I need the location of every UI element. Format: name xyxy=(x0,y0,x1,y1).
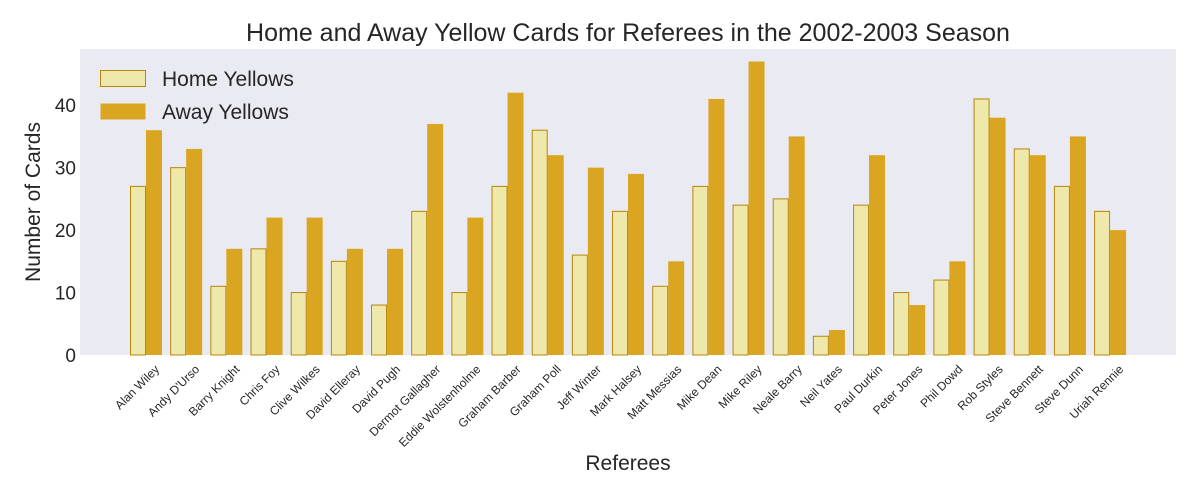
home-yellows-bar xyxy=(290,292,307,356)
away-yellows-bar xyxy=(587,167,604,355)
away-yellows-bar xyxy=(146,130,162,355)
away-yellows-bar xyxy=(1069,136,1086,355)
home-yellows-bar xyxy=(1094,210,1111,356)
away-yellows-bar xyxy=(427,123,444,355)
legend-label-away: Away Yellows xyxy=(162,101,289,124)
home-yellows-bar xyxy=(531,129,548,356)
home-yellows-bar xyxy=(451,292,468,356)
away-yellows-bar xyxy=(226,248,243,355)
away-yellows-bar xyxy=(1110,230,1127,355)
home-yellows-bar xyxy=(411,210,428,356)
away-yellows-bar xyxy=(346,248,363,355)
away-yellows-bar xyxy=(909,305,926,355)
home-yellows-bar xyxy=(692,185,709,356)
chart-title: Home and Away Yellow Cards for Referees … xyxy=(246,19,1010,47)
away-yellows-bar xyxy=(1029,155,1046,355)
home-yellows-bar xyxy=(371,304,388,356)
home-yellows-bar xyxy=(1013,148,1030,356)
legend-swatch-home xyxy=(100,70,146,87)
away-yellows-bar xyxy=(306,217,323,355)
home-yellows-bar xyxy=(652,285,669,356)
home-yellows-bar xyxy=(732,204,749,356)
home-yellows-bar xyxy=(571,254,588,356)
home-yellows-bar xyxy=(812,335,829,356)
away-yellows-bar xyxy=(869,155,886,355)
away-yellows-bar xyxy=(507,92,524,355)
home-yellows-bar xyxy=(973,98,990,356)
away-yellows-bar xyxy=(949,261,966,355)
away-yellows-bar xyxy=(668,261,685,355)
y-tick-label: 30 xyxy=(55,159,76,180)
away-yellows-bar xyxy=(467,217,484,355)
home-yellows-bar xyxy=(772,198,789,356)
legend: Home Yellows Away Yellows xyxy=(100,68,294,124)
home-yellows-bar xyxy=(853,204,870,356)
home-yellows-bar xyxy=(210,285,227,356)
away-yellows-bar xyxy=(989,117,1006,355)
home-yellows-bar xyxy=(491,185,508,356)
y-axis-ticks: 0 10 20 30 40 xyxy=(55,96,76,367)
away-yellows-bar xyxy=(387,248,404,355)
home-yellows-bar xyxy=(250,248,267,356)
away-yellows-bar xyxy=(547,155,564,355)
y-tick-label: 10 xyxy=(55,284,76,305)
legend-swatch-away xyxy=(100,103,146,120)
home-yellows-bar xyxy=(612,210,629,356)
home-yellows-bar xyxy=(893,292,910,356)
away-yellows-bar xyxy=(748,61,765,355)
y-tick-label: 20 xyxy=(55,221,76,242)
y-tick-label: 0 xyxy=(65,346,76,367)
away-yellows-bar xyxy=(708,98,725,356)
bars xyxy=(130,61,1127,356)
home-yellows-bar xyxy=(130,185,146,356)
away-yellows-bar xyxy=(266,217,283,355)
away-yellows-bar xyxy=(186,148,203,355)
x-axis-label: Referees xyxy=(585,452,670,475)
away-yellows-bar xyxy=(828,330,845,355)
away-yellows-bar xyxy=(788,136,805,355)
home-yellows-bar xyxy=(933,279,950,356)
y-tick-label: 40 xyxy=(55,96,76,117)
home-yellows-bar xyxy=(1053,185,1070,356)
y-axis-label: Number of Cards xyxy=(22,122,45,282)
x-tick-label: Dermot Gallagher xyxy=(366,362,443,439)
home-yellows-bar xyxy=(170,167,187,356)
legend-label-home: Home Yellows xyxy=(162,68,294,91)
away-yellows-bar xyxy=(628,173,645,355)
home-yellows-bar xyxy=(330,260,347,356)
